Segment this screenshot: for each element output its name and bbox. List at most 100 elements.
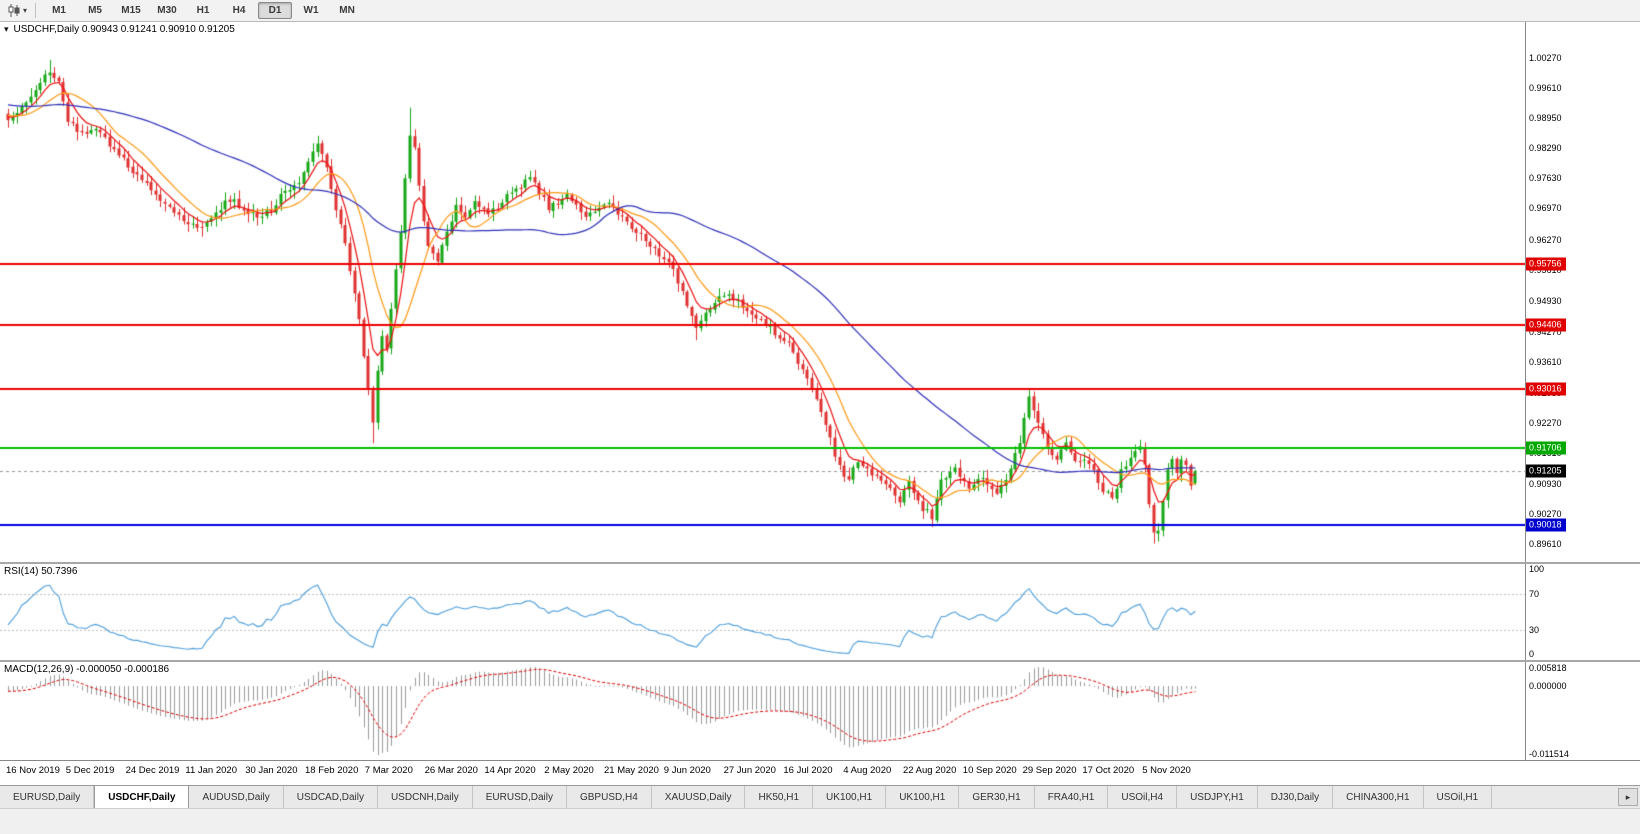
date-label: 22 Aug 2020 bbox=[903, 765, 957, 776]
main-chart-legend-text: USDCHF,Daily 0.90943 0.91241 0.90910 0.9… bbox=[13, 24, 235, 35]
price-tag: 0.94406 bbox=[1526, 318, 1566, 332]
axis-tick-label: 0.005818 bbox=[1529, 663, 1567, 673]
chart-tab-usdcad-daily[interactable]: USDCAD,Daily bbox=[283, 786, 378, 808]
axis-tick-label: 0.96970 bbox=[1529, 203, 1562, 214]
candlestick-chart-icon[interactable] bbox=[7, 4, 21, 17]
macd-legend: MACD(12,26,9) -0.000050 -0.000186 bbox=[4, 664, 169, 675]
panel-splitter[interactable] bbox=[0, 660, 1640, 662]
date-label: 5 Dec 2019 bbox=[65, 765, 115, 776]
axis-tick-label: 0.99610 bbox=[1529, 83, 1562, 94]
chart-tab-dj30-daily[interactable]: DJ30,Daily bbox=[1257, 786, 1334, 808]
timeframe-button-d1[interactable]: D1 bbox=[258, 2, 293, 19]
price-tag: 0.90018 bbox=[1526, 518, 1566, 532]
date-label: 16 Jul 2020 bbox=[783, 765, 833, 776]
main-chart-legend: ▾ USDCHF,Daily 0.90943 0.91241 0.90910 0… bbox=[4, 24, 235, 35]
axis-tick-label: -0.011514 bbox=[1529, 749, 1569, 759]
chart-type-tool-group[interactable]: ▾ bbox=[4, 4, 30, 17]
date-label: 10 Sep 2020 bbox=[962, 765, 1017, 776]
axis-tick-label: 70 bbox=[1529, 589, 1540, 599]
axis-tick-label: 0.93610 bbox=[1529, 356, 1562, 367]
axis-tick-label: 0 bbox=[1529, 649, 1535, 659]
macd-indicator-panel: MACD(12,26,9) -0.000050 -0.000186 0.0058… bbox=[0, 662, 1640, 760]
date-label: 30 Jan 2020 bbox=[245, 765, 298, 776]
axis-tick-label: 0.90930 bbox=[1529, 478, 1562, 489]
chart-tab-fra40-h1[interactable]: FRA40,H1 bbox=[1034, 786, 1109, 808]
chart-tab-usdcnh-daily[interactable]: USDCNH,Daily bbox=[377, 786, 473, 808]
timeframe-button-m30[interactable]: M30 bbox=[157, 5, 177, 16]
date-label: 18 Feb 2020 bbox=[305, 765, 359, 776]
date-label: 4 Aug 2020 bbox=[843, 765, 892, 776]
axis-tick-label: 0.98950 bbox=[1529, 113, 1562, 124]
chart-tab-xauusd-daily[interactable]: XAUUSD,Daily bbox=[651, 786, 746, 808]
axis-tick-label: 0.94930 bbox=[1529, 296, 1562, 307]
timeframe-button-mn[interactable]: MN bbox=[339, 5, 355, 16]
chart-tab-usoil-h1[interactable]: USOil,H1 bbox=[1423, 786, 1493, 808]
chart-tab-usdjpy-h1[interactable]: USDJPY,H1 bbox=[1177, 786, 1258, 808]
main-chart-panel: ▾ USDCHF,Daily 0.90943 0.91241 0.90910 0… bbox=[0, 22, 1640, 562]
date-label: 9 Jun 2020 bbox=[663, 765, 711, 776]
chart-tab-eurusd-daily[interactable]: EURUSD,Daily bbox=[0, 786, 95, 808]
chart-type-dropdown-caret-icon[interactable]: ▾ bbox=[23, 5, 28, 15]
timeframe-buttons: M1 M5 M15 M30 H1 H4 D1 W1 MN bbox=[41, 2, 365, 19]
chart-tab-eurusd-daily[interactable]: EURUSD,Daily bbox=[472, 786, 567, 808]
timeframe-button-m5[interactable]: M5 bbox=[88, 5, 102, 16]
axis-tick-label: 30 bbox=[1529, 625, 1540, 635]
chart-tab-gbpusd-h4[interactable]: GBPUSD,H4 bbox=[566, 786, 652, 808]
date-label: 11 Jan 2020 bbox=[185, 765, 237, 776]
timeframe-button-h4[interactable]: H4 bbox=[232, 5, 246, 16]
axis-tick-label: 0.92270 bbox=[1529, 417, 1562, 428]
chart-tabs: EURUSD,Daily USDCHF,Daily AUDUSD,Daily USDC… bbox=[0, 786, 1493, 808]
axis-tick-label: 0.98290 bbox=[1529, 143, 1562, 154]
rsi-legend-text: RSI(14) 50.7396 bbox=[4, 566, 78, 577]
price-tag: 0.93016 bbox=[1526, 382, 1566, 396]
chart-tab-uk100-h1[interactable]: UK100,H1 bbox=[886, 786, 960, 808]
chart-tab-usdchf-daily[interactable]: USDCHF,Daily bbox=[94, 786, 190, 808]
price-tag: 0.95756 bbox=[1526, 257, 1566, 271]
timeframe-button-m1[interactable]: M1 bbox=[52, 5, 66, 16]
axis-tick-label: 0.96270 bbox=[1529, 235, 1562, 246]
macd-chart-canvas[interactable] bbox=[0, 662, 1526, 760]
rsi-indicator-panel: RSI(14) 50.7396 100 70 30 0 bbox=[0, 564, 1640, 660]
date-label: 27 Jun 2020 bbox=[723, 765, 776, 776]
panel-splitter[interactable] bbox=[0, 562, 1640, 564]
time-axis[interactable]: 16 Nov 2019 5 Dec 2019 24 Dec 2019 11 Jan 2… bbox=[0, 760, 1640, 785]
date-label: 16 Nov 2019 bbox=[6, 765, 60, 776]
chart-tab-hk50-h1[interactable]: HK50,H1 bbox=[745, 786, 814, 808]
date-label: 7 Mar 2020 bbox=[364, 765, 413, 776]
chart-tab-china300-h1[interactable]: CHINA300,H1 bbox=[1333, 786, 1424, 808]
macd-axis[interactable]: 0.005818 0.000000 -0.011514 bbox=[1525, 662, 1640, 760]
axis-tick-label: 0.97630 bbox=[1529, 173, 1562, 184]
date-label: 21 May 2020 bbox=[604, 765, 659, 776]
date-label: 26 Mar 2020 bbox=[424, 765, 478, 776]
timeframe-button-h1[interactable]: H1 bbox=[196, 5, 210, 16]
chart-tab-uk100-h1[interactable]: UK100,H1 bbox=[813, 786, 887, 808]
axis-tick-label: 0.000000 bbox=[1529, 681, 1567, 692]
chart-tab-usoil-h4[interactable]: USOil,H4 bbox=[1108, 786, 1178, 808]
axis-tick-label: 100 bbox=[1529, 564, 1545, 574]
axis-tick-label: 0.95610 bbox=[1529, 265, 1562, 276]
candlestick-chart-canvas[interactable] bbox=[0, 22, 1526, 562]
one-click-trading-caret-icon[interactable]: ▾ bbox=[4, 24, 9, 34]
timeframe-button-w1[interactable]: W1 bbox=[303, 5, 319, 16]
chart-tab-audusd-daily[interactable]: AUDUSD,Daily bbox=[189, 786, 284, 808]
axis-tick-label: 1.00270 bbox=[1529, 53, 1562, 63]
axis-tick-label: 0.90270 bbox=[1529, 508, 1562, 519]
date-label: 29 Sep 2020 bbox=[1022, 765, 1077, 776]
date-label: 2 May 2020 bbox=[544, 765, 594, 776]
tab-scroll-right-button[interactable]: ▸ bbox=[1618, 788, 1638, 806]
date-label: 17 Oct 2020 bbox=[1082, 765, 1135, 776]
timeframe-button-m15[interactable]: M15 bbox=[121, 5, 141, 16]
main-price-axis[interactable]: 1.00270 0.99610 0.98950 0.98290 0.97630 0.969… bbox=[1525, 22, 1640, 562]
right-arrow-icon: ▸ bbox=[1625, 791, 1631, 802]
rsi-chart-canvas[interactable] bbox=[0, 564, 1526, 660]
chart-tabs-bar: EURUSD,Daily USDCHF,Daily AUDUSD,Daily USDC… bbox=[0, 785, 1640, 808]
date-label: 14 Apr 2020 bbox=[484, 765, 536, 776]
macd-legend-text: MACD(12,26,9) -0.000050 -0.000186 bbox=[4, 664, 170, 675]
price-tag: 0.91706 bbox=[1526, 441, 1566, 455]
date-label: 5 Nov 2020 bbox=[1142, 765, 1191, 776]
chart-tab-ger30-h1[interactable]: GER30,H1 bbox=[959, 786, 1035, 808]
status-bar bbox=[0, 808, 1640, 834]
date-label: 24 Dec 2019 bbox=[125, 765, 180, 776]
rsi-axis[interactable]: 100 70 30 0 bbox=[1525, 564, 1640, 660]
